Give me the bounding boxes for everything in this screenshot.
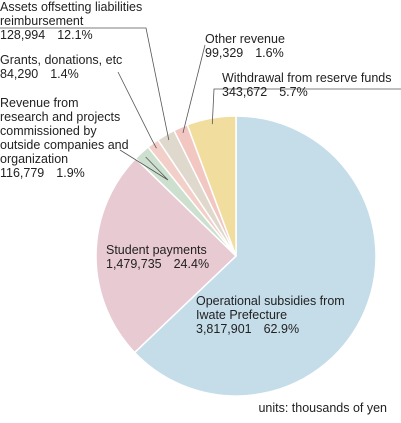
label-assets-offsetting: Assets offsetting liabilities reimbursem… bbox=[0, 0, 142, 42]
label-grants: Grants, donations, etc 84,290 1.4% bbox=[0, 53, 122, 81]
label-value: 116,779 bbox=[0, 166, 45, 180]
label-percent: 12.1% bbox=[57, 28, 93, 42]
label-name-line: commissioned by bbox=[0, 124, 97, 138]
label-name-line: Grants, donations, etc bbox=[0, 53, 123, 67]
label-withdrawal-reserve: Withdrawal from reserve funds 343,672 5.7… bbox=[222, 71, 392, 99]
label-value: 84,290 bbox=[0, 67, 39, 81]
label-name-line: reimbursement bbox=[0, 14, 84, 28]
label-name-line: Other revenue bbox=[205, 32, 285, 46]
leader-line-assets-offsetting bbox=[0, 27, 170, 141]
label-value: 128,994 bbox=[0, 28, 46, 42]
label-name-line: Operational subsidies from bbox=[196, 294, 345, 308]
leader-line-grants bbox=[117, 71, 157, 149]
label-other-revenue: Other revenue 99,329 1.6% bbox=[205, 32, 285, 60]
pie-slice-operational-subsidies bbox=[133, 115, 377, 397]
label-percent: 1.9% bbox=[56, 166, 85, 180]
label-name-line: organization bbox=[0, 152, 69, 166]
label-operational-subsidies: Operational subsidies from Iwate Prefect… bbox=[196, 294, 345, 336]
units-note: units: thousands of yen bbox=[258, 401, 387, 415]
label-value: 343,672 bbox=[222, 85, 268, 99]
label-percent: 5.7% bbox=[279, 85, 308, 99]
label-name-line: research and projects bbox=[0, 110, 121, 124]
label-name-line: Assets offsetting liabilities bbox=[0, 0, 143, 14]
label-research-revenue: Revenue from research and projects commi… bbox=[0, 96, 129, 180]
label-percent: 1.4% bbox=[50, 67, 79, 81]
label-percent: 62.9% bbox=[263, 322, 300, 336]
label-name-line: Revenue from bbox=[0, 96, 79, 110]
leader-line-research-revenue bbox=[119, 149, 169, 181]
pie-slice-withdrawal-reserve bbox=[186, 115, 237, 257]
label-student-payments: Student payments 1,479,735 24.4% bbox=[106, 243, 209, 271]
label-name-line: Iwate Prefecture bbox=[196, 308, 288, 322]
pie-slice-student-payments bbox=[95, 157, 238, 354]
leader-line-other-revenue bbox=[182, 44, 206, 134]
leader-line-withdrawal-reserve bbox=[211, 88, 401, 125]
label-value: 3,817,901 bbox=[196, 322, 252, 336]
label-name-line: Withdrawal from reserve funds bbox=[222, 71, 392, 85]
label-name-line: Student payments bbox=[106, 243, 207, 257]
label-value: 99,329 bbox=[205, 46, 244, 60]
label-percent: 24.4% bbox=[173, 257, 210, 271]
label-value: 1,479,735 bbox=[106, 257, 162, 271]
label-name-line: outside companies and bbox=[0, 138, 129, 152]
label-percent: 1.6% bbox=[255, 46, 284, 60]
